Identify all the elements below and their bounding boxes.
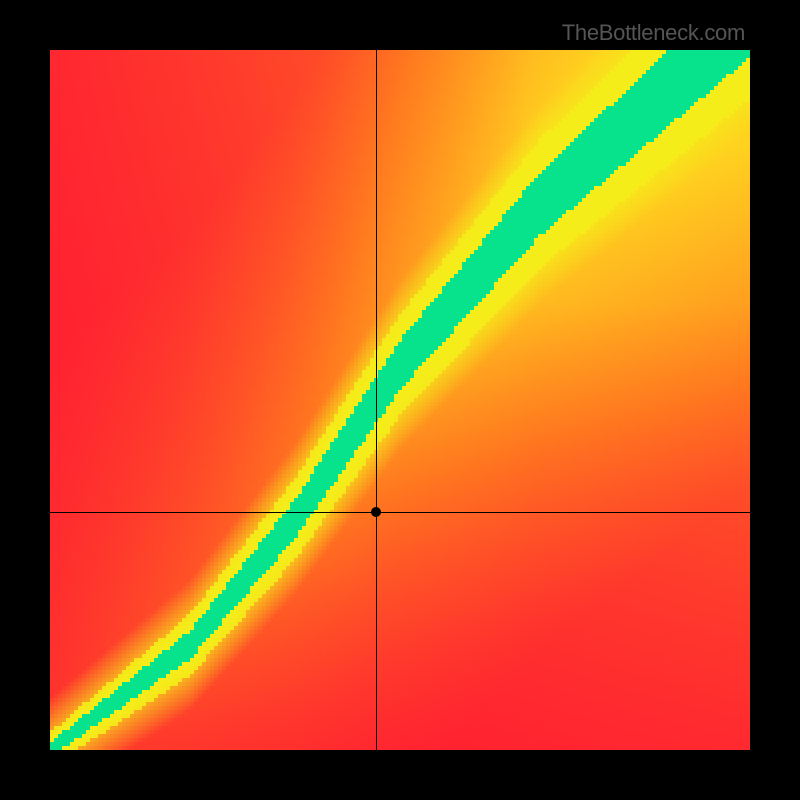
heatmap-plot <box>50 50 750 750</box>
heatmap-canvas <box>50 50 750 750</box>
crosshair-horizontal <box>50 512 750 513</box>
crosshair-marker <box>371 507 381 517</box>
crosshair-vertical <box>376 50 377 750</box>
watermark-text: TheBottleneck.com <box>562 20 745 46</box>
